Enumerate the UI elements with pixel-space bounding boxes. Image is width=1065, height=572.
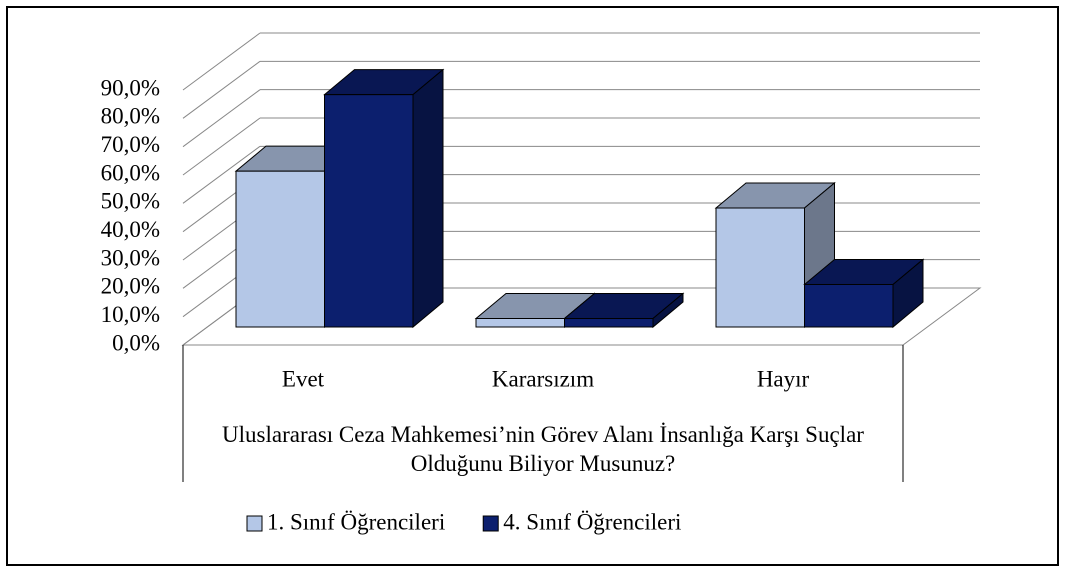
y-tick-label: 10,0% [101, 302, 160, 327]
y-tick-label: 70,0% [101, 132, 160, 157]
y-tick-label: 80,0% [101, 104, 160, 129]
bar [235, 170, 325, 328]
legend-swatch [246, 515, 263, 532]
chart-border [6, 6, 1059, 566]
legend-swatch [482, 515, 499, 532]
bar [475, 318, 565, 328]
grid-line [182, 60, 261, 119]
x-axis-title: Uluslararası Ceza Mahkemesi’nin Görev Al… [222, 422, 864, 476]
y-tick-label: 20,0% [101, 274, 160, 299]
x-tick-label: Kararsızım [492, 366, 594, 391]
grid-line [182, 145, 261, 204]
bar [564, 318, 654, 328]
bar-side [412, 68, 444, 329]
grid-line [182, 89, 261, 148]
legend-label: 4. Sınıf Öğrencileri [503, 509, 681, 534]
y-tick-label: 50,0% [101, 189, 160, 214]
grid-line [182, 117, 261, 176]
x-tick-label: Evet [282, 366, 325, 391]
y-tick-label: 60,0% [101, 160, 160, 185]
y-tick-label: 90,0% [101, 75, 160, 100]
y-tick-label: 40,0% [101, 217, 160, 242]
y-tick-label: 0,0% [112, 330, 160, 355]
grid-line [182, 32, 261, 91]
legend-label: 1. Sınıf Öğrencileri [267, 509, 445, 534]
y-tick-label: 30,0% [101, 245, 160, 270]
bar [715, 207, 805, 328]
bar [804, 284, 894, 328]
x-tick-label: Hayır [757, 366, 810, 391]
bar [324, 94, 414, 328]
